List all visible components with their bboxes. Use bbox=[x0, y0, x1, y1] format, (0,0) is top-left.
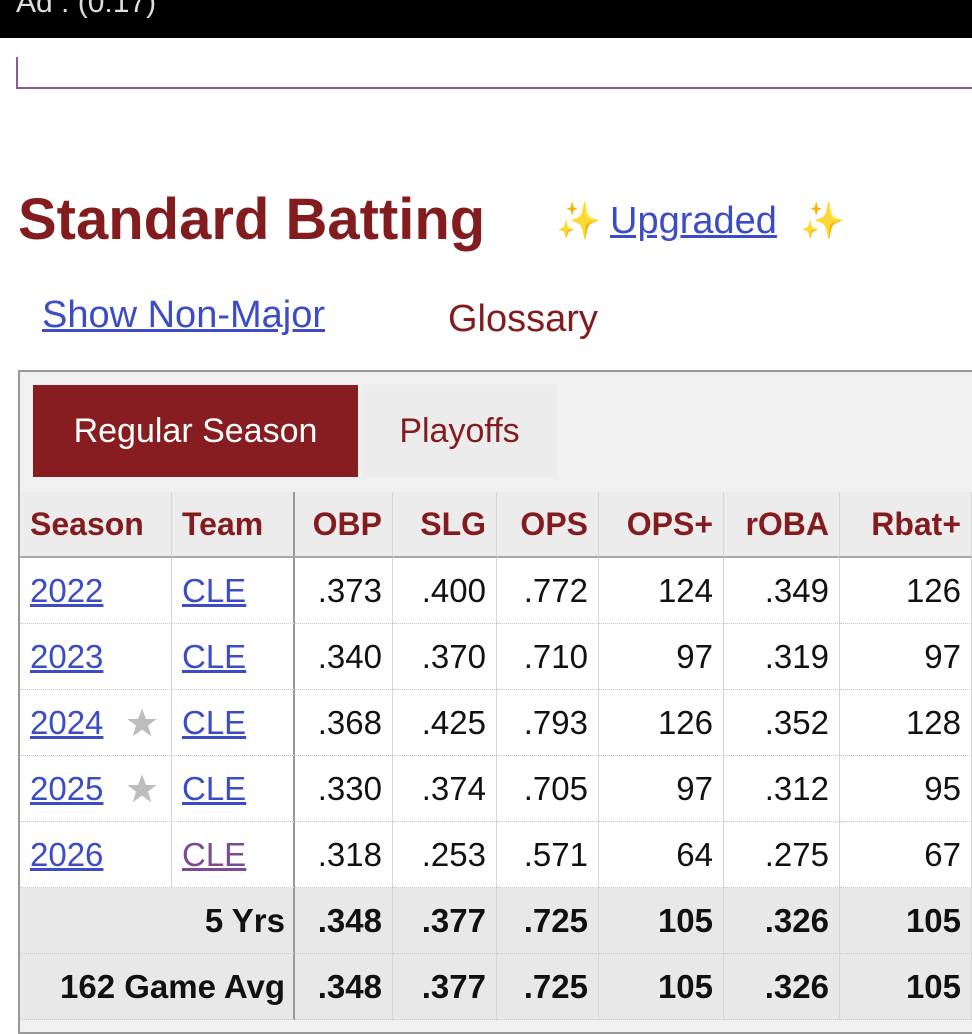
table-cell: .349 bbox=[724, 558, 840, 624]
table-cell: .425 bbox=[393, 690, 497, 756]
column-header: OPS bbox=[497, 492, 599, 558]
sparkle-icon: ✨ bbox=[556, 200, 601, 241]
table-cell: .275 bbox=[724, 822, 840, 888]
tab-active[interactable]: Regular Season bbox=[33, 385, 358, 477]
table-link-cell[interactable]: CLE bbox=[172, 822, 295, 888]
column-header: SLG bbox=[393, 492, 497, 558]
star-icon bbox=[127, 708, 157, 737]
total-label: 5 Yrs bbox=[20, 888, 295, 954]
table-cell: .312 bbox=[724, 756, 840, 822]
table-link-cell[interactable]: 2023 bbox=[20, 624, 172, 690]
tab[interactable]: Playoffs bbox=[362, 385, 557, 477]
table-cell: .400 bbox=[393, 558, 497, 624]
column-header: Team bbox=[172, 492, 295, 558]
table-link-cell[interactable]: CLE bbox=[172, 624, 295, 690]
table-cell: .705 bbox=[497, 756, 599, 822]
total-cell: 105 bbox=[840, 888, 972, 954]
table-link-cell[interactable]: CLE bbox=[172, 558, 295, 624]
total-cell: .348 bbox=[295, 954, 393, 1020]
table-link-cell[interactable]: CLE bbox=[172, 756, 295, 822]
total-cell: 105 bbox=[599, 954, 724, 1020]
glossary-link[interactable]: Glossary bbox=[448, 298, 598, 340]
table-cell: 126 bbox=[840, 558, 972, 624]
ad-bar: Ad : (0:17) bbox=[0, 0, 972, 38]
table-cell: .370 bbox=[393, 624, 497, 690]
star-icon bbox=[127, 774, 157, 803]
table-cell: .368 bbox=[295, 690, 393, 756]
upgraded-link[interactable]: Upgraded bbox=[610, 200, 777, 242]
ad-frame bbox=[16, 57, 972, 89]
table-cell: .253 bbox=[393, 822, 497, 888]
table-cell: 126 bbox=[599, 690, 724, 756]
total-cell: .348 bbox=[295, 888, 393, 954]
table-cell: 64 bbox=[599, 822, 724, 888]
table-cell: .710 bbox=[497, 624, 599, 690]
table-cell: .374 bbox=[393, 756, 497, 822]
table-cell: .340 bbox=[295, 624, 393, 690]
table-cell: 124 bbox=[599, 558, 724, 624]
table-cell: .793 bbox=[497, 690, 599, 756]
table-cell: .318 bbox=[295, 822, 393, 888]
table-cell: .772 bbox=[497, 558, 599, 624]
total-cell: .326 bbox=[724, 888, 840, 954]
table-cell: 97 bbox=[599, 624, 724, 690]
table-link-cell[interactable]: 2022 bbox=[20, 558, 172, 624]
total-cell: .326 bbox=[724, 954, 840, 1020]
section-title: Standard Batting bbox=[18, 187, 486, 252]
total-cell: 105 bbox=[840, 954, 972, 1020]
table-cell: 128 bbox=[840, 690, 972, 756]
total-cell: .377 bbox=[393, 888, 497, 954]
table-cell: .373 bbox=[295, 558, 393, 624]
column-header: OPS+ bbox=[599, 492, 724, 558]
column-header: rOBA bbox=[724, 492, 840, 558]
total-cell: .725 bbox=[497, 954, 599, 1020]
column-header: OBP bbox=[295, 492, 393, 558]
sparkle-icon: ✨ bbox=[800, 200, 845, 241]
show-non-major-link[interactable]: Show Non-Major bbox=[42, 294, 325, 336]
total-label: 162 Game Avg bbox=[20, 954, 295, 1020]
table-cell: .319 bbox=[724, 624, 840, 690]
column-header: Season bbox=[20, 492, 172, 558]
table-cell: 97 bbox=[840, 624, 972, 690]
table-cell: .571 bbox=[497, 822, 599, 888]
table-link-cell[interactable]: 2026 bbox=[20, 822, 172, 888]
table-cell: 97 bbox=[599, 756, 724, 822]
table-cell: .330 bbox=[295, 756, 393, 822]
table-link-cell[interactable]: CLE bbox=[172, 690, 295, 756]
total-cell: .725 bbox=[497, 888, 599, 954]
table-cell: 95 bbox=[840, 756, 972, 822]
total-cell: 105 bbox=[599, 888, 724, 954]
table-cell: 67 bbox=[840, 822, 972, 888]
column-header: Rbat+ bbox=[840, 492, 972, 558]
table-cell: .352 bbox=[724, 690, 840, 756]
ad-label: Ad : (0:17) bbox=[16, 0, 157, 19]
total-cell: .377 bbox=[393, 954, 497, 1020]
